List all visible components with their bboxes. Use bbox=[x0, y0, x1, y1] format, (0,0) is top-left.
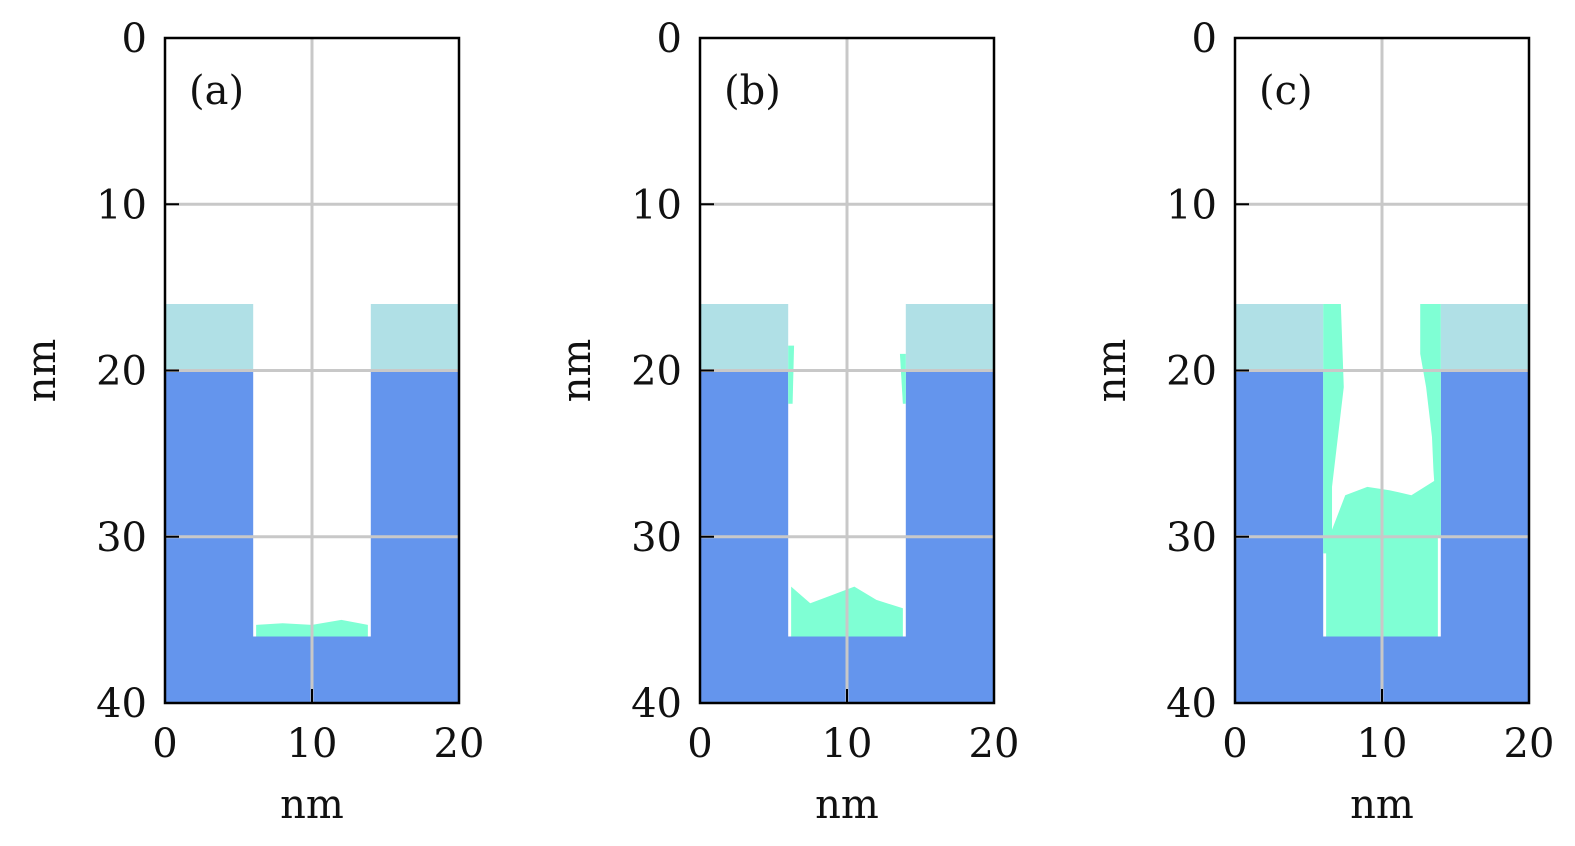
x-tick-label: 10 bbox=[287, 721, 338, 767]
y-tick-label: 40 bbox=[631, 681, 682, 727]
y-axis-title: nm bbox=[1089, 339, 1135, 403]
substrate bbox=[1235, 370, 1529, 703]
x-tick-label: 20 bbox=[434, 721, 485, 767]
y-tick-label: 0 bbox=[122, 16, 147, 62]
mask-block bbox=[370, 304, 459, 371]
y-tick-label: 30 bbox=[631, 515, 682, 561]
panel-label: (c) bbox=[1259, 68, 1313, 114]
deposit-left-wall bbox=[788, 345, 795, 404]
x-tick-label: 0 bbox=[152, 721, 177, 767]
deposit-right-wall bbox=[1420, 304, 1441, 537]
mask-block bbox=[1440, 304, 1529, 371]
x-axis-title: nm bbox=[280, 782, 344, 828]
y-axis-title: nm bbox=[554, 339, 600, 403]
y-tick-label: 0 bbox=[1192, 16, 1217, 62]
x-tick-label: 0 bbox=[687, 721, 712, 767]
x-axis-title: nm bbox=[1350, 782, 1414, 828]
y-tick-label: 40 bbox=[1166, 681, 1217, 727]
y-tick-label: 10 bbox=[1166, 182, 1217, 228]
mask-block bbox=[165, 304, 254, 371]
y-tick-label: 10 bbox=[96, 182, 147, 228]
deposit-left-wall bbox=[1323, 304, 1344, 554]
x-tick-label: 20 bbox=[1504, 721, 1555, 767]
y-tick-label: 30 bbox=[1166, 515, 1217, 561]
panel-label: (a) bbox=[189, 68, 244, 114]
y-tick-label: 30 bbox=[96, 515, 147, 561]
x-tick-label: 20 bbox=[969, 721, 1020, 767]
mask-block bbox=[905, 304, 994, 371]
y-tick-label: 10 bbox=[631, 182, 682, 228]
y-tick-label: 20 bbox=[1166, 349, 1217, 395]
y-tick-label: 40 bbox=[96, 681, 147, 727]
y-tick-label: 20 bbox=[631, 349, 682, 395]
substrate bbox=[165, 370, 459, 703]
panel-label: (b) bbox=[724, 68, 781, 114]
deposit-right-wall bbox=[899, 353, 906, 404]
x-tick-label: 0 bbox=[1222, 721, 1247, 767]
mask-block bbox=[1235, 304, 1324, 371]
y-tick-label: 0 bbox=[657, 16, 682, 62]
x-tick-label: 10 bbox=[822, 721, 873, 767]
x-axis-title: nm bbox=[815, 782, 879, 828]
substrate bbox=[700, 370, 994, 703]
mask-block bbox=[700, 304, 789, 371]
x-tick-label: 10 bbox=[1357, 721, 1408, 767]
y-axis-title: nm bbox=[19, 339, 65, 403]
y-tick-label: 20 bbox=[96, 349, 147, 395]
